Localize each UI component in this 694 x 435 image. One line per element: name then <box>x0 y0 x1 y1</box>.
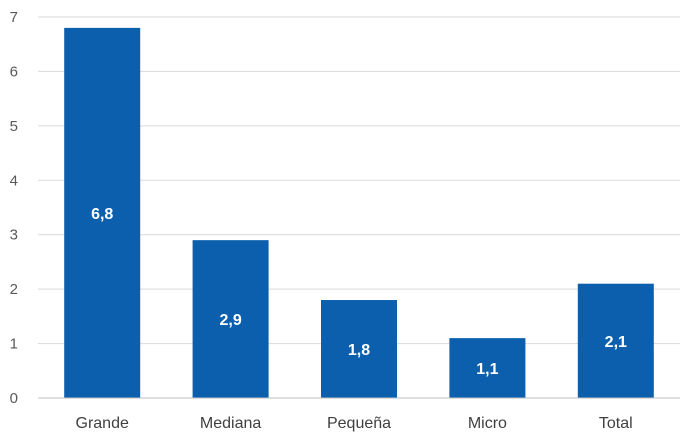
bar-total <box>577 283 654 398</box>
gridlines <box>38 16 680 345</box>
y-tick-label: 5 <box>10 118 18 135</box>
y-tick-label: 2 <box>10 281 18 298</box>
x-axis-category-labels: Grande Mediana Pequeña Micro Total <box>76 415 633 432</box>
y-tick-label: 3 <box>10 227 18 244</box>
data-label: 6,8 <box>91 206 113 223</box>
bar-mediana <box>192 240 269 398</box>
bar-grande <box>64 27 141 399</box>
bars <box>64 27 654 399</box>
x-category-label: Pequeña <box>327 415 391 432</box>
y-tick-label: 6 <box>10 63 18 80</box>
data-labels: 6,8 2,9 1,8 1,1 2,1 <box>91 206 627 378</box>
x-category-label: Mediana <box>200 415 261 432</box>
y-tick-label: 1 <box>10 336 18 353</box>
data-label: 2,1 <box>605 334 627 351</box>
y-axis-tick-labels: 0 1 2 3 4 5 6 7 <box>10 9 18 407</box>
data-label: 1,1 <box>476 361 498 378</box>
bar-pequeña <box>321 300 397 398</box>
y-tick-label: 4 <box>10 172 18 189</box>
x-category-label: Micro <box>468 415 507 432</box>
bar-micro <box>449 338 526 398</box>
data-label: 1,8 <box>348 342 370 359</box>
x-category-label: Grande <box>76 415 129 432</box>
data-label: 2,9 <box>219 312 241 329</box>
x-category-label: Total <box>599 415 633 432</box>
y-tick-label: 0 <box>10 390 18 407</box>
y-tick-label: 7 <box>10 9 18 26</box>
